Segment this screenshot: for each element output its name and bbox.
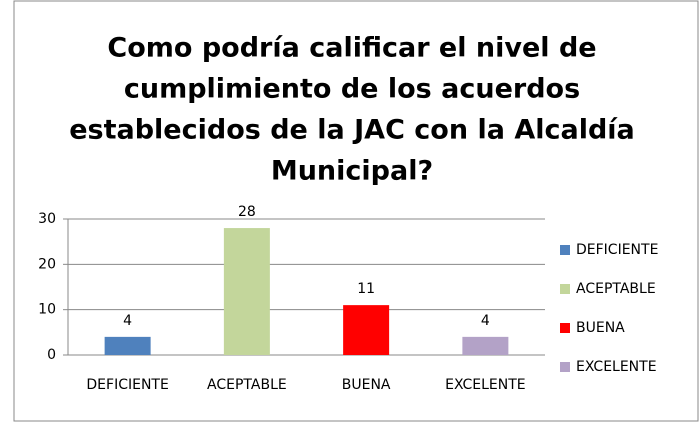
legend-swatch: [560, 284, 570, 294]
y-tick-label: 10: [38, 302, 56, 318]
x-tick-label: EXCELENTE: [445, 377, 526, 393]
chart-title: Municipal?: [271, 156, 433, 187]
bar: [462, 336, 509, 355]
legend-swatch: [560, 323, 570, 333]
x-tick-label: ACEPTABLE: [207, 377, 287, 393]
legend-label: ACEPTABLE: [576, 281, 656, 297]
bar: [104, 336, 151, 355]
data-label: 11: [357, 281, 375, 297]
bar: [223, 228, 270, 355]
data-label: 4: [123, 313, 132, 329]
chart-border: [13, 0, 699, 422]
y-tick-label: 0: [47, 347, 56, 363]
legend-label: BUENA: [576, 320, 625, 336]
y-tick-label: 20: [38, 256, 56, 272]
legend-swatch: [560, 245, 570, 255]
chart-title: establecidos de la JAC con la Alcaldía: [69, 115, 635, 146]
y-tick-label: 30: [38, 211, 56, 227]
legend-label: EXCELENTE: [576, 359, 657, 375]
data-label: 4: [481, 313, 490, 329]
legend-label: DEFICIENTE: [576, 242, 658, 258]
x-tick-label: BUENA: [342, 377, 391, 393]
chart-title: cumplimiento de los acuerdos: [124, 74, 580, 105]
x-tick-label: DEFICIENTE: [86, 377, 168, 393]
chart-title: Como podría calificar el nivel de: [107, 33, 596, 64]
legend-swatch: [560, 362, 570, 372]
bar: [343, 305, 390, 355]
data-label: 28: [238, 204, 256, 220]
